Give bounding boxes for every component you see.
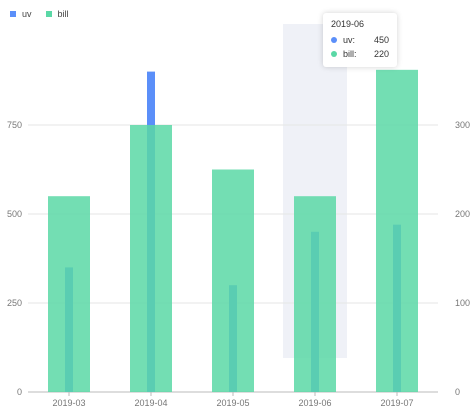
x-tick-label: 2019-03 xyxy=(52,398,85,408)
tooltip-value-uv: 450 xyxy=(373,35,389,45)
legend: uv bill xyxy=(10,9,83,19)
y-left-tick-label: 0 xyxy=(17,387,22,397)
tooltip-row-uv: uv: 450 xyxy=(331,35,389,45)
bill-bar[interactable] xyxy=(48,196,90,392)
y-right-tick-label: 0 xyxy=(455,387,460,397)
bill-bar[interactable] xyxy=(294,196,336,392)
bill-bar[interactable] xyxy=(130,125,172,392)
tooltip-title: 2019-06 xyxy=(331,19,365,29)
tooltip-dot-bill xyxy=(331,51,337,57)
y-right-tick-label: 100 xyxy=(455,298,470,308)
bill-bar[interactable] xyxy=(376,69,418,392)
legend-swatch-bill xyxy=(45,11,52,17)
bill-bar[interactable] xyxy=(212,169,254,393)
tooltip-name-uv: uv: xyxy=(343,35,356,45)
legend-swatch-uv xyxy=(10,11,16,17)
x-tick-label: 2019-07 xyxy=(380,398,413,408)
y-right-tick-label: 300 xyxy=(455,120,470,130)
y-left-tick-label: 250 xyxy=(7,298,22,308)
legend-item-uv[interactable]: uv xyxy=(10,9,32,19)
legend-item-bill[interactable]: bill xyxy=(45,9,69,19)
y-right-tick-label: 200 xyxy=(455,209,470,219)
legend-label-uv: uv xyxy=(22,9,32,19)
x-tick-label: 2019-05 xyxy=(216,398,249,408)
legend-label-bill: bill xyxy=(57,9,69,19)
tooltip-value-bill: 220 xyxy=(373,49,389,59)
axes: 0 250 500 750 0 100 200 300 2019-03 2019-04 2019-0… xyxy=(7,120,470,408)
tooltip: 2019-06 uv: 450 bill: 220 xyxy=(323,13,397,67)
tooltip-dot-uv xyxy=(331,37,337,43)
y-left-tick-label: 500 xyxy=(7,209,22,219)
y-left-tick-label: 750 xyxy=(7,120,22,130)
x-tick-label: 2019-04 xyxy=(134,398,167,408)
tooltip-name-bill: bill: xyxy=(343,49,357,59)
bill-bars xyxy=(48,69,418,393)
x-tick-label: 2019-06 xyxy=(298,398,331,408)
tooltip-row-bill: bill: 220 xyxy=(331,49,389,59)
